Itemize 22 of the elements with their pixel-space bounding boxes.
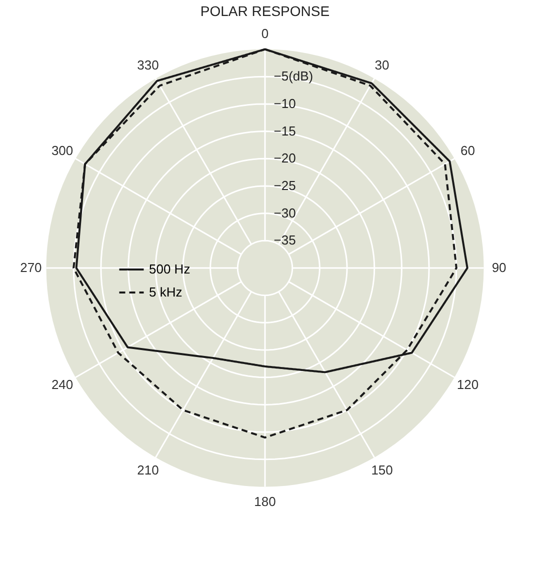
spoke-label: 210 — [137, 462, 159, 478]
chart-title: POLAR RESPONSE — [200, 3, 330, 19]
spoke-label: 180 — [254, 494, 276, 510]
y-tick-label: −35 — [274, 232, 296, 248]
spoke-label: 330 — [137, 57, 159, 72]
spoke-label: 120 — [456, 377, 479, 392]
spoke-label: 90 — [492, 260, 506, 275]
spoke-label: 240 — [51, 377, 74, 392]
spoke-label: 60 — [460, 142, 475, 158]
spoke-label: 30 — [374, 57, 390, 72]
spoke-label: 300 — [51, 142, 74, 158]
y-tick-label: −25 — [274, 178, 296, 193]
y-tick-label: −10 — [274, 96, 296, 111]
legend-label: 500 Hz — [149, 262, 190, 276]
y-tick-label: −30 — [274, 205, 296, 220]
y-tick-label: −5(dB) — [274, 68, 314, 84]
y-tick-label: −15 — [274, 123, 296, 138]
spoke-label: 150 — [371, 462, 393, 478]
y-tick-label: −20 — [274, 150, 296, 166]
legend-label: 5 kHz — [149, 284, 182, 300]
spoke-label: 270 — [20, 260, 42, 275]
spoke-label: 0 — [261, 26, 269, 41]
